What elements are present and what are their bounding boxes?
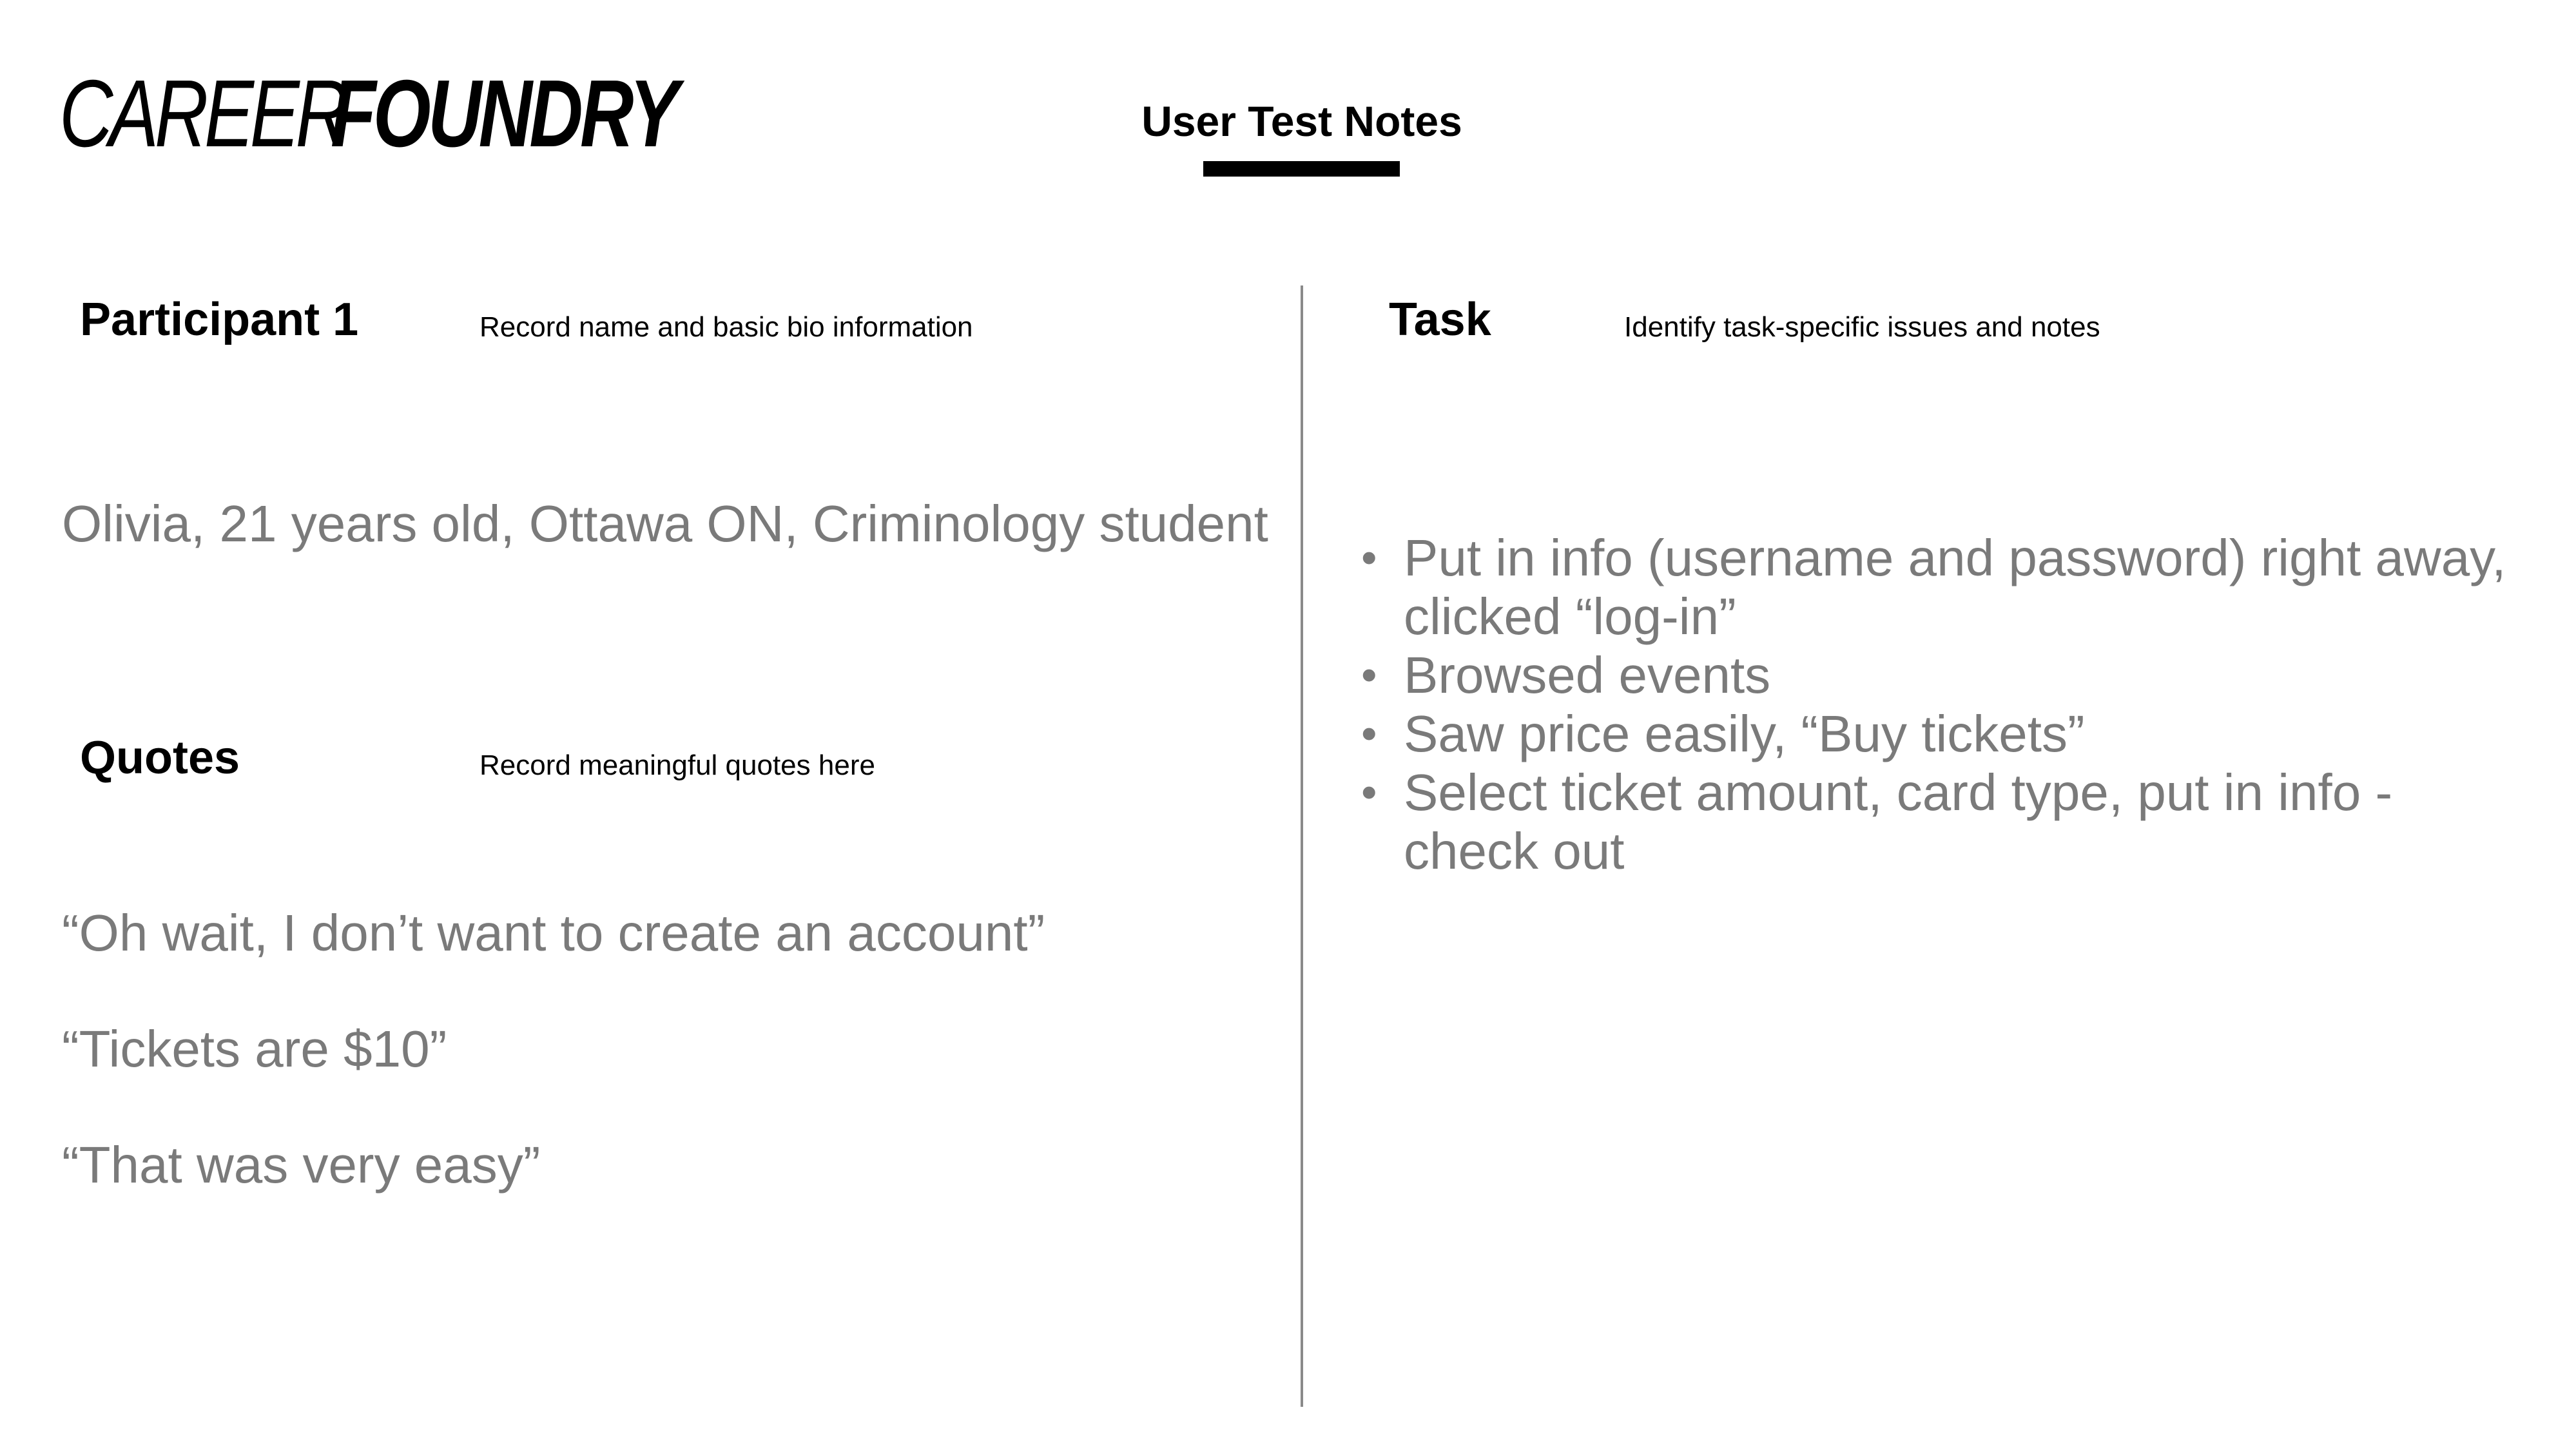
bullet-icon: • <box>1361 650 1377 700</box>
task-note-text: Browsed events <box>1404 646 1771 704</box>
task-note-text: Put in info (username and password) righ… <box>1404 529 2506 645</box>
task-note-item: • Put in info (username and password) ri… <box>1361 528 2521 646</box>
quotes-list: “Oh wait, I don’t want to create an acco… <box>62 902 1045 1250</box>
careerfoundry-logo: CAREER FOUNDRY <box>59 59 773 167</box>
task-notes-list: • Put in info (username and password) ri… <box>1361 528 2521 880</box>
participant-title: Participant 1 <box>80 294 359 345</box>
bullet-icon: • <box>1361 767 1377 817</box>
quote-item: “Oh wait, I don’t want to create an acco… <box>62 904 1045 962</box>
task-note-item: • Saw price easily, “Buy tickets” <box>1361 704 2521 763</box>
bullet-icon: • <box>1361 532 1377 583</box>
logo-text-foundry: FOUNDRY <box>330 61 679 167</box>
column-divider <box>1301 285 1303 1407</box>
task-note-text: Saw price easily, “Buy tickets” <box>1404 705 2085 762</box>
task-title: Task <box>1389 294 1491 345</box>
page-title: User Test Notes <box>1141 97 1462 145</box>
title-underline <box>1203 161 1400 177</box>
task-note-item: • Browsed events <box>1361 646 2521 704</box>
quotes-hint: Record meaningful quotes here <box>479 749 875 781</box>
participant-hint: Record name and basic bio information <box>479 311 973 343</box>
quote-item: “That was very easy” <box>62 1136 541 1194</box>
task-note-item: • Select ticket amount, card type, put i… <box>1361 763 2521 880</box>
task-note-text: Select ticket amount, card type, put in … <box>1404 764 2393 880</box>
quote-item: “Tickets are $10” <box>62 1020 447 1078</box>
quotes-title: Quotes <box>80 732 240 784</box>
task-hint: Identify task-specific issues and notes <box>1624 311 2100 343</box>
bullet-icon: • <box>1361 708 1377 759</box>
logo-text-career: CAREER <box>59 61 349 167</box>
participant-bio: Olivia, 21 years old, Ottawa ON, Crimino… <box>62 495 1268 552</box>
